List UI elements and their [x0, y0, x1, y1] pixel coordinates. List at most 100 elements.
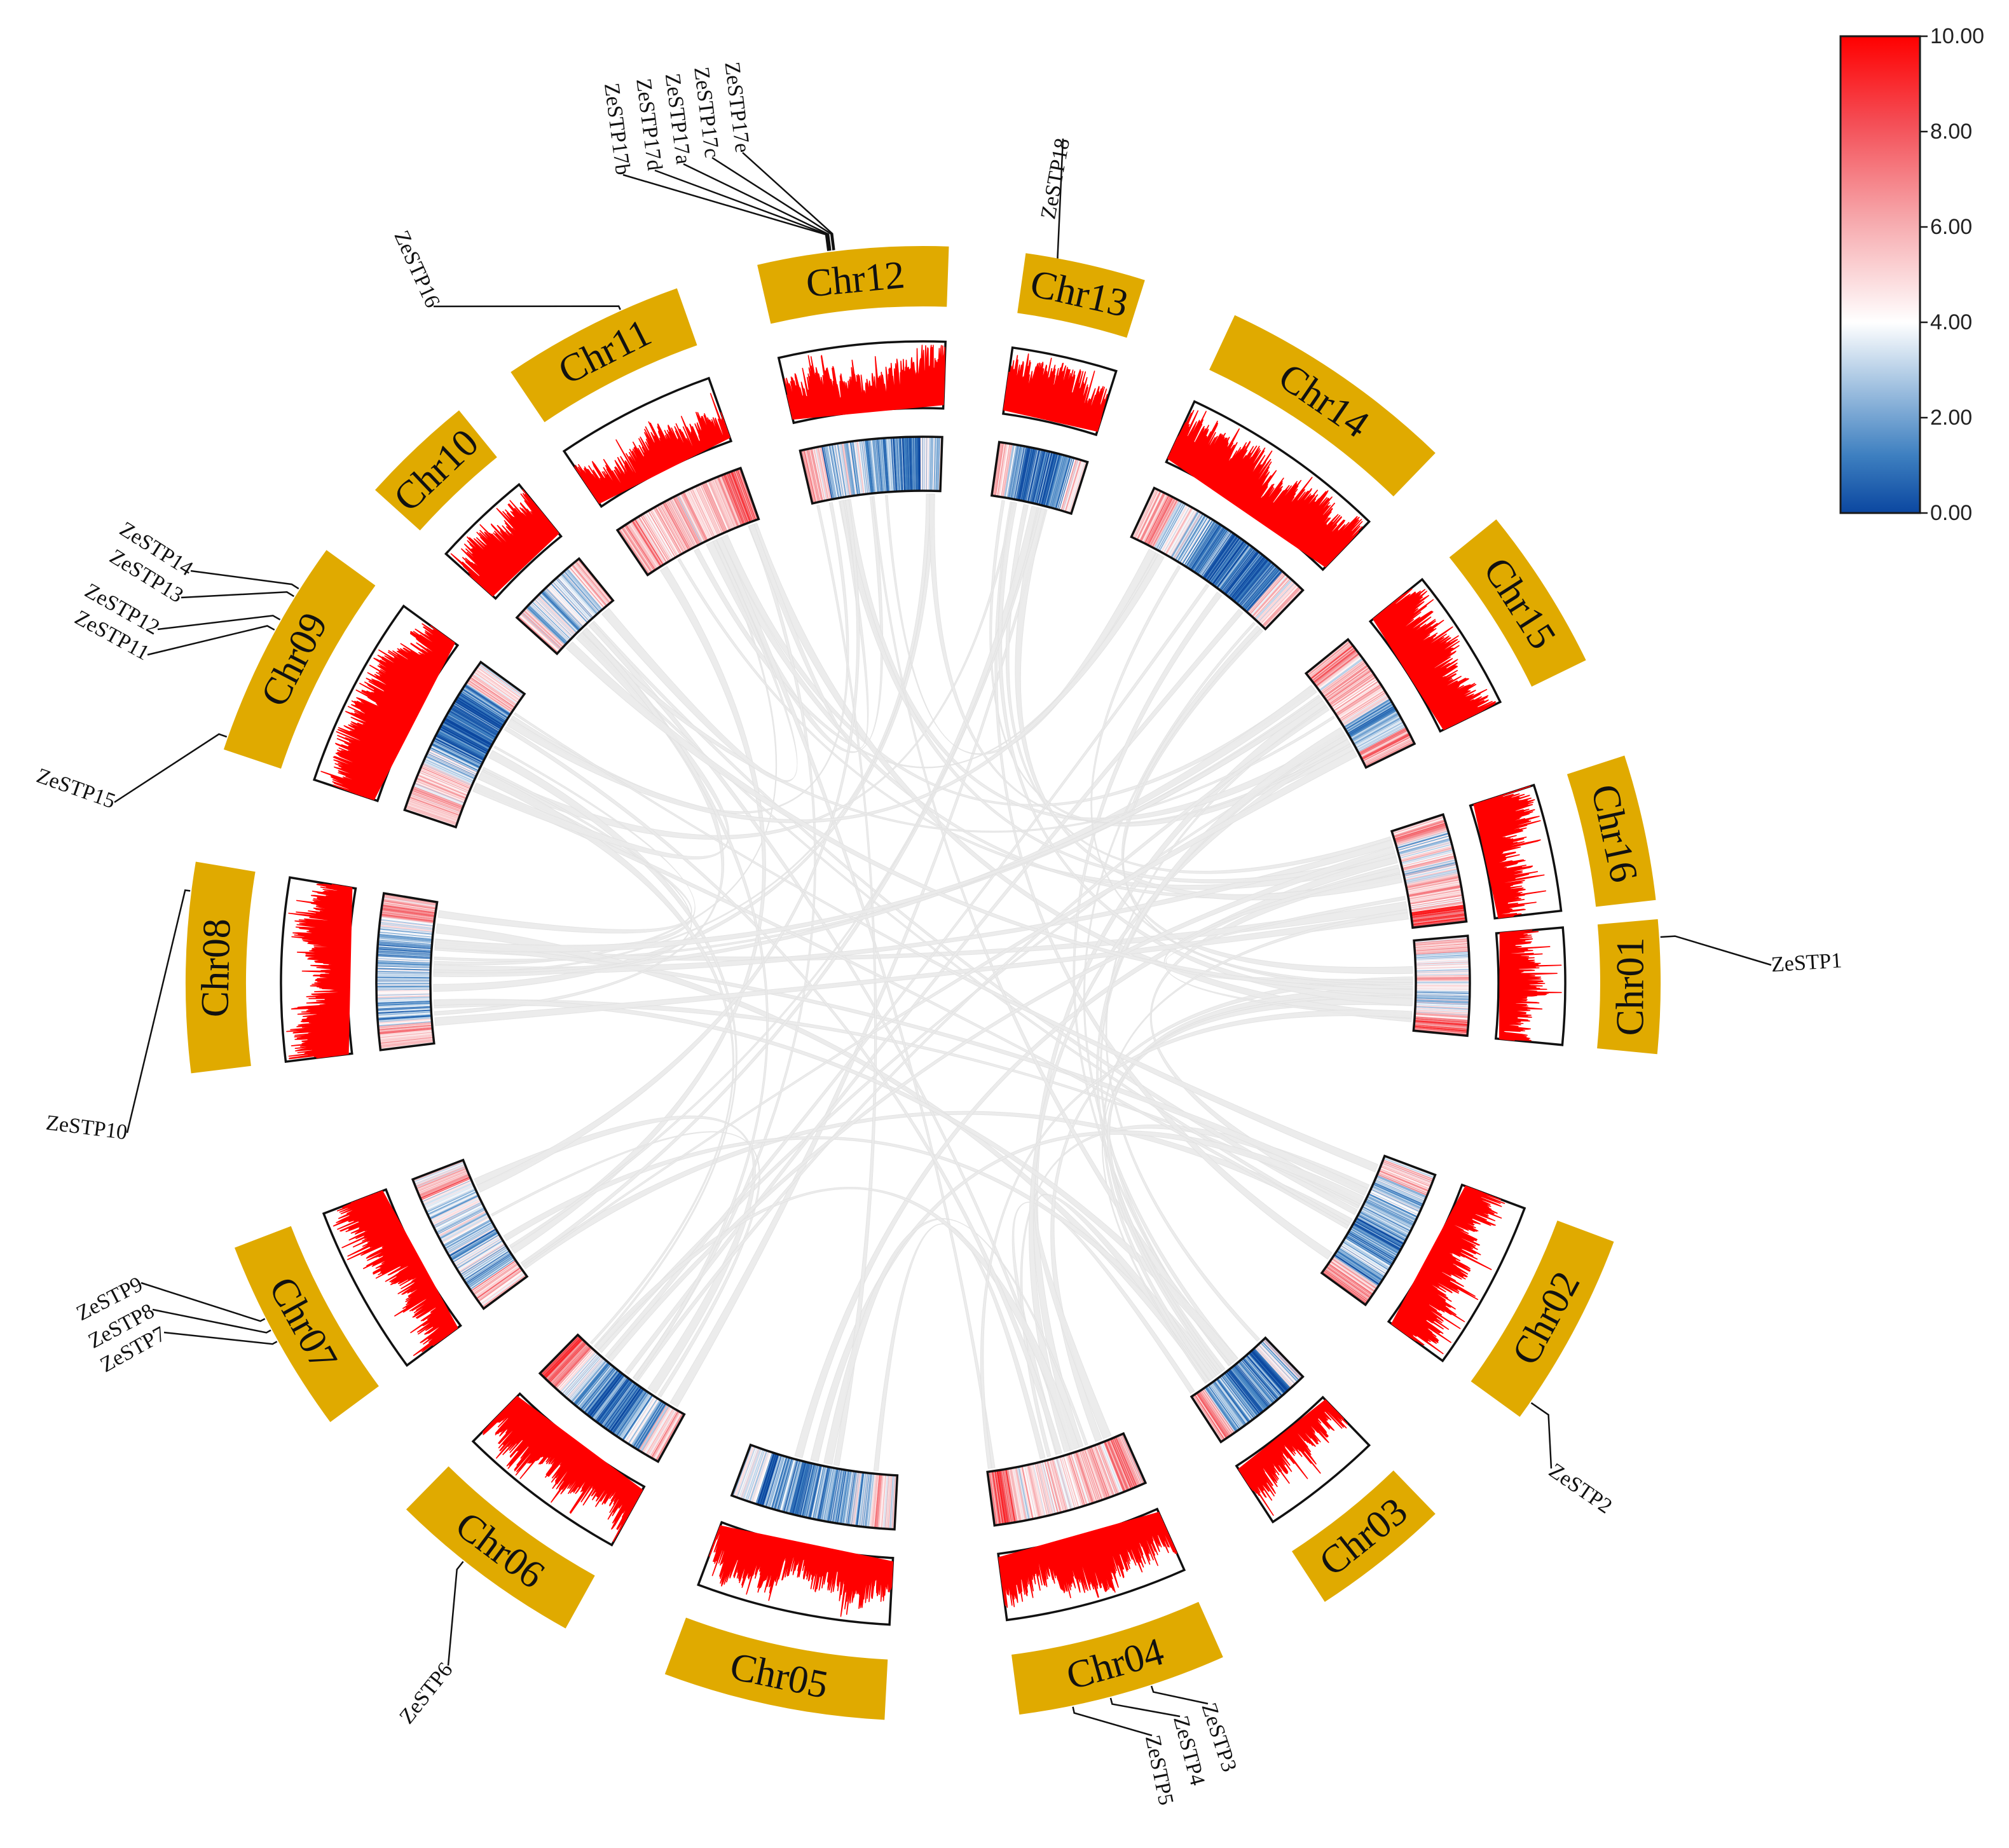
collinear-link: [433, 493, 935, 992]
density-line-chr10: [450, 489, 559, 597]
ideogram-chr12: [757, 245, 949, 324]
gene-leader-line: [152, 1308, 271, 1334]
gene-leader-line: [433, 305, 621, 310]
ideogram-chr04: [1011, 1601, 1223, 1715]
gene-label: ZeSTP2: [1544, 1459, 1616, 1519]
heatmap-chr03: [1190, 1336, 1305, 1444]
heatmap-frame-chr12: [799, 435, 943, 505]
collinear-link: [1090, 565, 1413, 990]
heatmap-chr15: [1304, 638, 1416, 769]
heatmap-frame-chr08: [375, 892, 439, 1051]
collinear-link: [601, 539, 798, 783]
gene-leader-line: [141, 1282, 266, 1322]
collinearity-links: [433, 493, 1413, 1472]
gene-leader-line: [1530, 1402, 1553, 1469]
ideogram-chr14: [1209, 315, 1436, 496]
gene-label: ZeSTP18: [1036, 137, 1074, 221]
collinear-link: [504, 726, 1063, 1455]
heatmap-frame-chr02: [1320, 1154, 1437, 1306]
ideogram-track: Chr01Chr02Chr03Chr04Chr05Chr06Chr07Chr08…: [185, 245, 1661, 1720]
ideogram-chr06: [406, 1466, 595, 1629]
collinear-link: [716, 537, 996, 1468]
collinear-link: [823, 1218, 1088, 1465]
heatmap-chr16: [1390, 812, 1468, 929]
density-line-chr08: [286, 884, 353, 1060]
gene-leader-line: [157, 615, 281, 631]
heatmap-frame-chr10: [515, 557, 615, 655]
heatmap-frame-chr03: [1190, 1336, 1305, 1444]
color-legend: 10.00 8.00 6.00 4.00 2.00 0.00: [1839, 24, 1984, 525]
gene-leader-line: [1109, 1697, 1181, 1718]
gene-leader-line: [711, 156, 834, 250]
collinear-link: [433, 999, 1238, 1365]
collinear-link: [510, 566, 766, 1254]
heatmap-frame-chr01: [1412, 934, 1471, 1037]
collinear-link: [521, 1111, 1353, 1270]
collinear-link: [1096, 727, 1346, 1374]
gene-label: ZeSTP1: [1771, 949, 1843, 977]
density-line-chr13: [1003, 353, 1108, 432]
gene-label: ZeSTP17a: [661, 72, 696, 165]
gene-zestp5: ZeSTP5: [1072, 1706, 1178, 1807]
collinear-link: [433, 685, 1317, 976]
legend-tick-label: 10.00: [1930, 24, 1984, 48]
density-line-chr02: [1391, 1186, 1505, 1355]
collinear-link: [582, 627, 769, 1381]
gene-leader-line: [181, 591, 294, 599]
heatmap-frame-chr16: [1390, 812, 1468, 929]
gene-zestp15: ZeSTP15: [34, 733, 228, 814]
gene-leader-line: [1660, 935, 1772, 966]
collinear-link: [434, 540, 778, 966]
chr-label-chr01: Chr01: [1608, 937, 1652, 1036]
heatmap-frame-chr09: [403, 660, 526, 829]
density-line-chr12: [784, 345, 945, 420]
gene-zestp9: ZeSTP9: [72, 1273, 266, 1325]
gene-zestp17e: ZeSTP17e: [720, 60, 835, 250]
gene-label: ZeSTP10: [45, 1111, 128, 1145]
density-line-chr06: [482, 1396, 643, 1542]
heatmap-frame-chr07: [411, 1158, 529, 1310]
collinear-link: [1034, 1193, 1217, 1439]
gene-leader-line: [447, 1561, 464, 1666]
collinear-link: [506, 554, 1165, 823]
gene-zestp11: ZeSTP11: [71, 606, 275, 665]
gene-zestp16: ZeSTP16: [389, 227, 621, 311]
collinear-link: [433, 999, 1360, 1209]
density-line-chr11: [574, 393, 730, 504]
gene-zestp10: ZeSTP10: [45, 889, 191, 1145]
heatmap-frame-chr15: [1304, 638, 1416, 769]
chr-label-chr08: Chr08: [193, 918, 238, 1018]
collinear-link: [437, 773, 692, 934]
gene-label: ZeSTP5: [1141, 1733, 1178, 1807]
collinear-link: [1050, 976, 1413, 1442]
legend-tick-label: 0.00: [1930, 501, 1972, 525]
collinear-link: [748, 500, 869, 749]
ideogram-chr16: [1567, 755, 1656, 907]
heatmap-chr04: [986, 1432, 1148, 1527]
gene-zestp6: ZeSTP6: [395, 1561, 464, 1728]
collinear-link: [669, 509, 1048, 1407]
heatmap-frame-chr06: [538, 1333, 686, 1463]
legend-tick-label: 4.00: [1930, 310, 1972, 334]
gene-leader-line: [1150, 1685, 1209, 1705]
gene-label: ZeSTP16: [389, 227, 444, 311]
legend-tick-label: 2.00: [1930, 406, 1972, 430]
heatmap-frame-chr05: [730, 1443, 899, 1531]
gene-leader-line: [190, 570, 299, 590]
heatmap-chr08: [375, 892, 439, 1051]
density-line-chr01: [1499, 929, 1562, 1041]
gene-leader-line: [126, 889, 191, 1133]
collinear-link: [522, 749, 1357, 1268]
gene-zestp2: ZeSTP2: [1530, 1402, 1616, 1519]
collinear-link: [1107, 988, 1413, 1375]
gene-label: ZeSTP15: [34, 764, 118, 814]
heatmap-chr02: [1320, 1154, 1437, 1306]
gene-leader-line: [683, 163, 832, 251]
gene-leader-line: [114, 733, 228, 804]
heatmap-chr07: [411, 1158, 529, 1310]
ideogram-chr05: [664, 1617, 888, 1720]
heatmap-frame-chr13: [990, 441, 1089, 516]
gene-zestp13: ZeSTP13: [106, 545, 294, 608]
collinear-link: [624, 608, 1244, 1375]
gene-leader-line: [1072, 1706, 1153, 1737]
